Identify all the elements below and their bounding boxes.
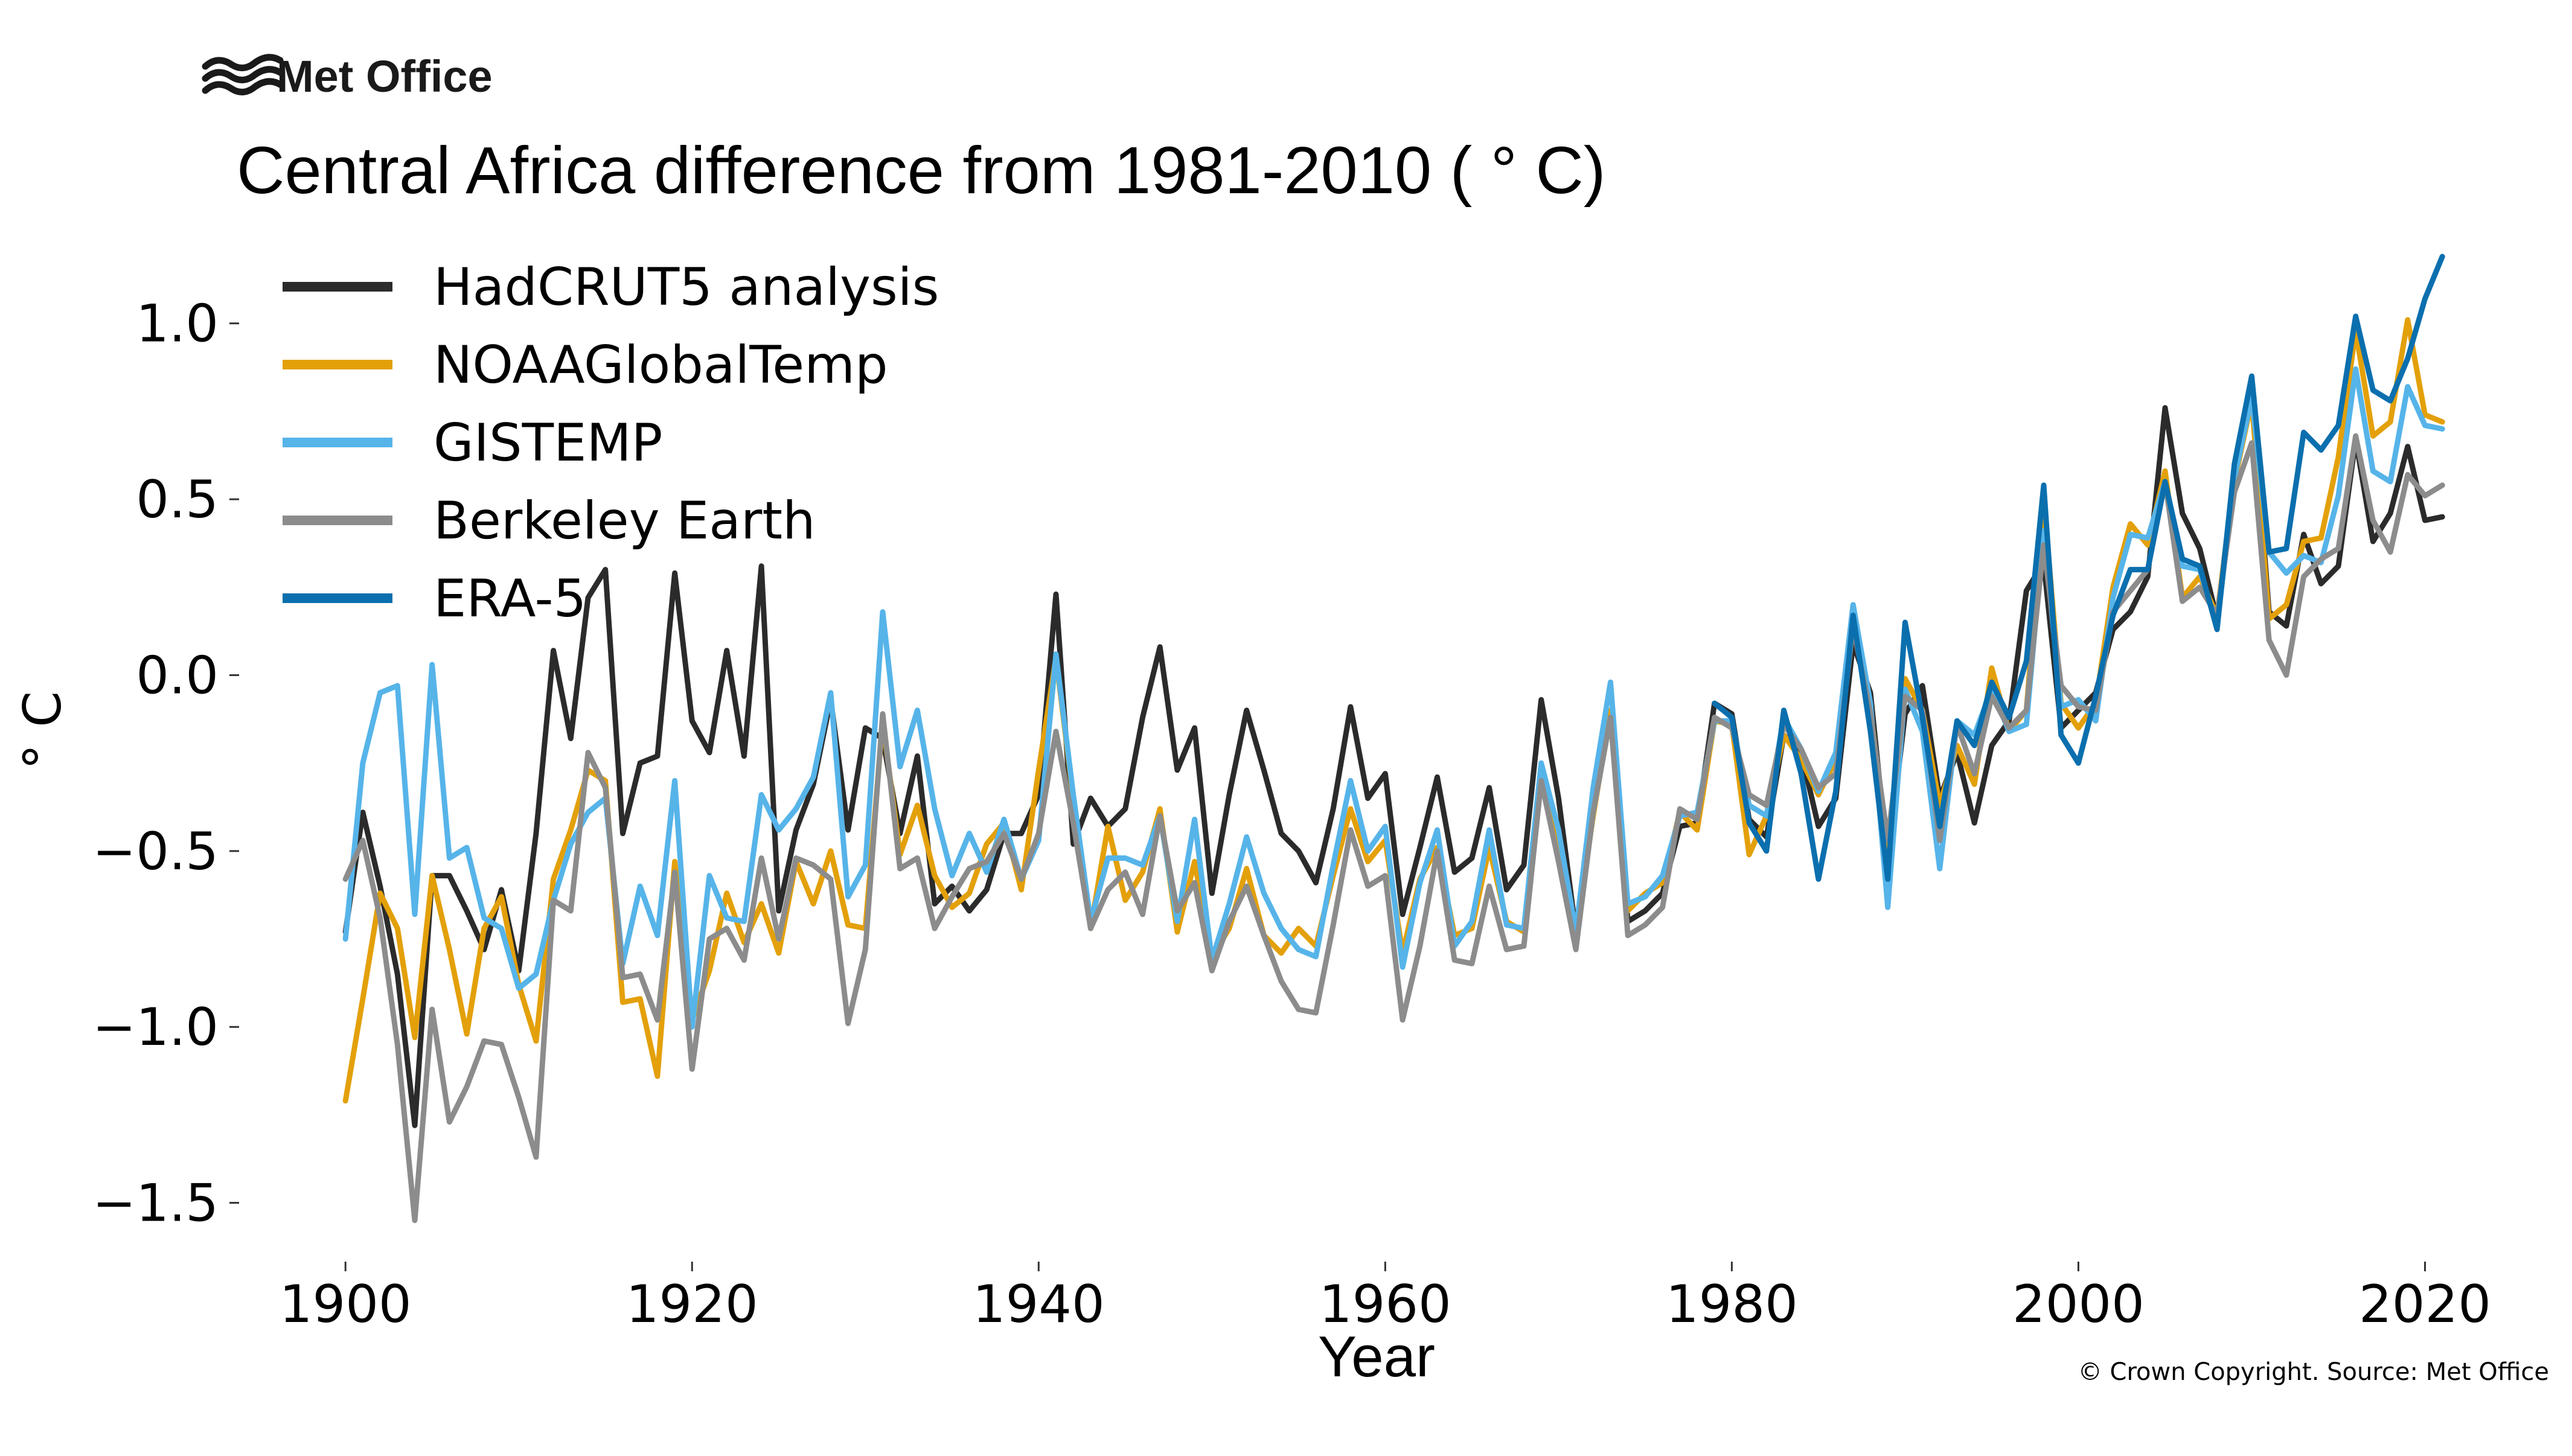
legend-label: HadCRUT5 analysis <box>433 257 939 318</box>
x-tick-label: 1980 <box>1666 1274 1798 1335</box>
y-tick-label: −1.5 <box>92 1173 219 1234</box>
series-group <box>342 254 2445 1224</box>
legend-label: Berkeley Earth <box>433 491 816 551</box>
met-office-logo: Met Office <box>202 51 493 101</box>
logo-text: Met Office <box>277 51 493 101</box>
legend-label: ERA-5 <box>433 569 586 629</box>
y-axis-label: ° C <box>13 691 73 770</box>
y-tick-label: 0.5 <box>136 470 219 530</box>
series-line-era-5 <box>1712 254 2445 882</box>
copyright-text: © Crown Copyright. Source: Met Office <box>2078 1358 2549 1386</box>
y-tick-label: −1.0 <box>92 997 219 1058</box>
y-tick-label: 1.0 <box>136 294 219 354</box>
x-tick-label: 2020 <box>2359 1274 2491 1335</box>
x-tick-label: 1900 <box>280 1274 412 1335</box>
chart-title: Central Africa difference from 1981-2010… <box>237 133 1605 208</box>
y-tick-label: 0.0 <box>136 645 219 706</box>
x-tick-label: 2000 <box>2012 1274 2145 1335</box>
legend-label: GISTEMP <box>433 413 663 473</box>
legend: HadCRUT5 analysis NOAAGlobalTemp GISTEMP Be… <box>283 257 939 629</box>
x-tick-label: 1940 <box>973 1274 1105 1335</box>
wave-icon <box>202 54 284 95</box>
x-tick-label: 1920 <box>626 1274 758 1335</box>
x-axis-label: Year <box>1318 1324 1435 1389</box>
legend-label: NOAAGlobalTemp <box>433 335 888 395</box>
series-line-hadcrut5-analysis <box>342 384 2445 1128</box>
y-axis: 1.0 0.5 0.0 −0.5 −1.0 −1.5 <box>92 294 239 1234</box>
x-axis: 1900 1920 1940 1960 1980 2000 2020 <box>280 1262 2491 1335</box>
x-tick-label: 1960 <box>1319 1274 1451 1335</box>
y-tick-label: −0.5 <box>92 822 219 882</box>
